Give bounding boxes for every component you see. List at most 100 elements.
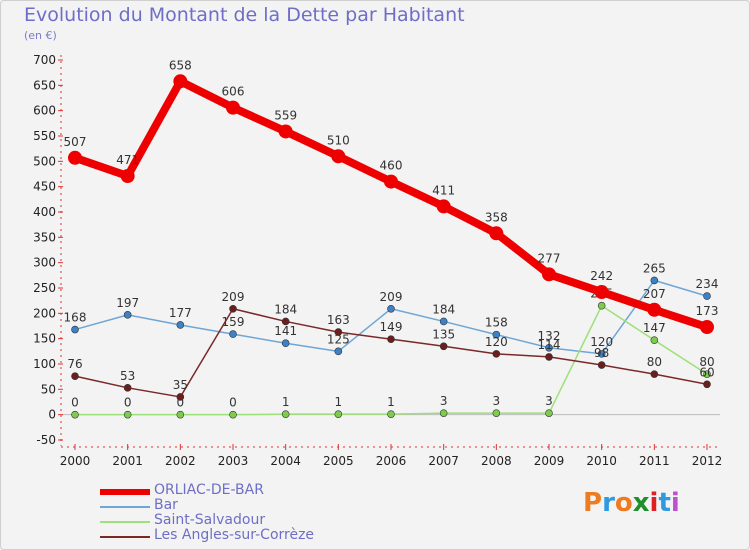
data-point	[71, 410, 79, 419]
data-point	[123, 410, 132, 419]
legend-swatch	[100, 489, 150, 495]
proxiti-logo: Proxiti	[583, 488, 680, 518]
data-point	[387, 304, 395, 313]
data-label: 114	[538, 338, 561, 352]
data-label: 0	[71, 396, 79, 410]
data-point	[176, 410, 185, 419]
data-label: 277	[538, 251, 561, 265]
data-label: 53	[120, 369, 135, 383]
y-tick-label: 550	[33, 129, 56, 143]
data-label: 158	[485, 316, 508, 330]
data-label: 120	[485, 335, 508, 349]
data-point	[439, 317, 448, 326]
series-0: 507 471 658 606 559 510 460 411 358 277 242 207 173	[64, 58, 718, 335]
y-tick-label: 600	[33, 104, 56, 118]
data-label: 209	[222, 290, 245, 304]
data-label: 0	[124, 396, 132, 410]
x-tick-label: 2003	[218, 454, 249, 468]
data-label: 3	[440, 394, 448, 408]
data-label: 265	[643, 261, 666, 275]
data-label: 141	[274, 324, 297, 338]
x-tick-label: 2007	[428, 454, 459, 468]
data-point	[436, 199, 451, 214]
unit-label: (en €)	[24, 29, 57, 42]
data-point	[334, 410, 343, 418]
data-label: 207	[643, 287, 666, 301]
x-tick-label: 2005	[323, 454, 354, 468]
legend-swatch	[100, 536, 150, 538]
x-tick-label: 2011	[639, 454, 670, 468]
data-point	[439, 409, 448, 417]
data-label: 60	[699, 365, 714, 379]
data-label: 135	[432, 327, 455, 341]
data-point	[650, 276, 659, 285]
x-tick-label: 2006	[376, 454, 407, 468]
data-point	[331, 149, 346, 164]
data-label: 120	[590, 335, 613, 349]
data-label: 80	[647, 355, 662, 369]
legend-label: ORLIAC-DE-BAR	[154, 482, 264, 498]
data-label: 0	[229, 396, 237, 410]
data-label: 125	[327, 332, 350, 346]
data-point	[278, 124, 293, 139]
logo-letter: x	[632, 488, 650, 518]
legend-label: Bar	[154, 497, 178, 513]
data-point	[703, 370, 711, 378]
data-label: 559	[274, 108, 297, 122]
logo-letter: r	[602, 488, 615, 518]
y-tick-label: -50	[36, 433, 56, 447]
data-point	[542, 267, 556, 282]
data-label: 1	[282, 395, 290, 409]
y-tick-label: 650	[33, 78, 56, 92]
data-point	[597, 350, 606, 358]
data-point	[594, 285, 609, 300]
data-point	[281, 317, 290, 326]
y-tick-label: 0	[48, 408, 56, 422]
data-point	[492, 330, 501, 339]
data-label: 177	[169, 306, 192, 320]
data-point	[173, 74, 188, 89]
data-point	[71, 372, 79, 380]
x-tick-label: 2002	[165, 454, 196, 468]
legend-swatch	[100, 521, 150, 523]
data-label: 411	[432, 183, 455, 197]
x-tick-label: 2004	[270, 454, 301, 468]
data-point	[492, 409, 501, 417]
data-label: 507	[64, 135, 87, 149]
data-point	[545, 343, 553, 352]
data-label: 1	[335, 395, 343, 409]
data-label: 242	[590, 269, 613, 283]
page-title: Evolution du Montant de la Dette par Hab…	[24, 4, 465, 26]
y-tick-label: 100	[33, 357, 56, 371]
data-label: 358	[485, 210, 508, 224]
legend-swatch	[100, 506, 150, 508]
data-label: 197	[116, 296, 139, 310]
y-tick-label: 50	[41, 382, 56, 396]
data-point	[489, 226, 504, 241]
data-point	[703, 292, 711, 300]
data-label: 76	[67, 357, 82, 371]
data-label: 149	[380, 320, 403, 334]
data-point	[545, 409, 553, 417]
x-tick-label: 2009	[534, 454, 565, 468]
data-label: 3	[545, 394, 553, 408]
chart-axes: -500501001502002503003504004505005506006…	[33, 53, 722, 468]
data-point	[384, 174, 398, 189]
y-tick-label: 500	[33, 154, 56, 168]
data-point	[597, 361, 606, 369]
y-tick-label: 400	[33, 205, 56, 219]
data-point	[334, 347, 343, 356]
data-point	[229, 304, 237, 313]
x-tick-label: 2010	[586, 454, 617, 468]
logo-letter: P	[583, 488, 603, 518]
legend-label: Saint-Salvadour	[154, 512, 266, 528]
data-point	[281, 339, 290, 348]
y-tick-label: 150	[33, 332, 56, 346]
logo-letter: i	[649, 488, 659, 518]
data-point	[120, 169, 135, 184]
y-tick-label: 300	[33, 256, 56, 270]
data-label: 35	[173, 378, 188, 392]
